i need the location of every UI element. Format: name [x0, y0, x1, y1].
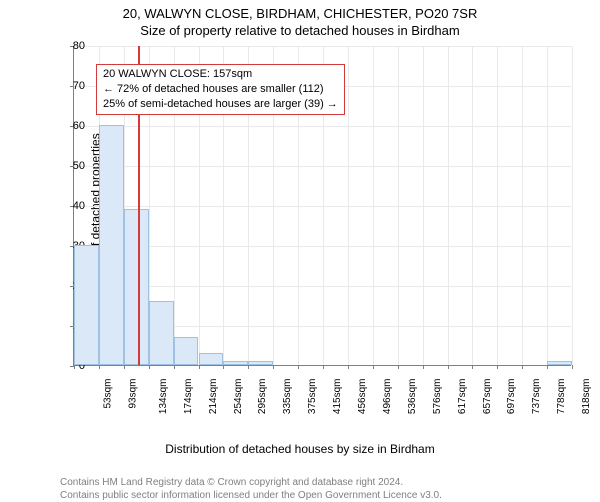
gridline-v — [497, 46, 498, 365]
x-tick — [174, 365, 175, 369]
x-tick-label: 778sqm — [556, 379, 567, 415]
histogram-bar — [199, 353, 224, 365]
info-line-size: 20 WALWYN CLOSE: 157sqm — [103, 67, 338, 82]
histogram-bar — [547, 361, 572, 365]
credits-block: Contains HM Land Registry data © Crown c… — [0, 476, 600, 502]
x-tick — [99, 365, 100, 369]
x-tick — [248, 365, 249, 369]
histogram-bar — [248, 361, 273, 365]
x-tick — [348, 365, 349, 369]
x-tick — [572, 365, 573, 369]
x-tick-label: 456sqm — [357, 379, 368, 415]
x-tick-label: 295sqm — [257, 379, 268, 415]
x-tick — [149, 365, 150, 369]
x-tick-label: 415sqm — [332, 379, 343, 415]
x-tick — [547, 365, 548, 369]
x-tick-label: 214sqm — [208, 379, 219, 415]
x-tick-label: 134sqm — [158, 379, 169, 415]
gridline-v — [448, 46, 449, 365]
page-title-line1: 20, WALWYN CLOSE, BIRDHAM, CHICHESTER, P… — [0, 0, 600, 21]
gridline-v — [398, 46, 399, 365]
info-line-larger: 25% of semi-detached houses are larger (… — [103, 97, 338, 112]
x-tick — [273, 365, 274, 369]
x-axis-label: Distribution of detached houses by size … — [0, 442, 600, 456]
x-tick-label: 818sqm — [581, 379, 592, 415]
x-tick — [398, 365, 399, 369]
x-tick — [323, 365, 324, 369]
x-tick-label: 93sqm — [127, 379, 138, 409]
histogram-bar — [149, 301, 174, 365]
x-tick — [472, 365, 473, 369]
histogram-bar — [74, 245, 99, 365]
credits-line2: Contains public sector information licen… — [60, 489, 600, 502]
histogram-bar — [99, 125, 124, 365]
credits-line1: Contains HM Land Registry data © Crown c… — [60, 476, 600, 489]
gridline-v — [572, 46, 573, 365]
x-tick-label: 254sqm — [233, 379, 244, 415]
gridline-v — [423, 46, 424, 365]
y-tick-label: 50 — [73, 160, 85, 172]
x-tick — [522, 365, 523, 369]
x-tick — [223, 365, 224, 369]
plot-area: 0102030405060708053sqm93sqm134sqm174sqm2… — [73, 46, 571, 366]
histogram-bar — [124, 209, 149, 365]
histogram-chart: Number of detached properties 0102030405… — [55, 46, 575, 386]
x-tick-label: 174sqm — [183, 379, 194, 415]
gridline-v — [348, 46, 349, 365]
x-tick-label: 576sqm — [432, 379, 443, 415]
x-tick-label: 375sqm — [307, 379, 318, 415]
gridline-v — [373, 46, 374, 365]
x-tick-label: 617sqm — [457, 379, 468, 415]
x-tick — [373, 365, 374, 369]
y-tick-label: 70 — [73, 80, 85, 92]
page-title-line2: Size of property relative to detached ho… — [0, 21, 600, 42]
x-tick — [497, 365, 498, 369]
histogram-bar — [174, 337, 199, 365]
x-tick — [298, 365, 299, 369]
x-tick — [124, 365, 125, 369]
x-tick-label: 697sqm — [506, 379, 517, 415]
gridline-v — [522, 46, 523, 365]
y-tick-label: 40 — [73, 200, 85, 212]
marker-info-box: 20 WALWYN CLOSE: 157sqm ← 72% of detache… — [96, 64, 345, 115]
x-tick — [74, 365, 75, 369]
info-line-smaller: ← 72% of detached houses are smaller (11… — [103, 82, 338, 97]
x-tick — [423, 365, 424, 369]
x-tick — [199, 365, 200, 369]
x-tick — [448, 365, 449, 369]
y-tick-label: 60 — [73, 120, 85, 132]
gridline-v — [472, 46, 473, 365]
x-tick-label: 737sqm — [531, 379, 542, 415]
histogram-bar — [223, 361, 248, 365]
x-tick-label: 496sqm — [382, 379, 393, 415]
x-tick-label: 335sqm — [282, 379, 293, 415]
x-tick-label: 53sqm — [103, 379, 114, 409]
x-tick-label: 536sqm — [407, 379, 418, 415]
gridline-v — [547, 46, 548, 365]
x-tick-label: 657sqm — [482, 379, 493, 415]
y-tick-label: 80 — [73, 40, 85, 52]
